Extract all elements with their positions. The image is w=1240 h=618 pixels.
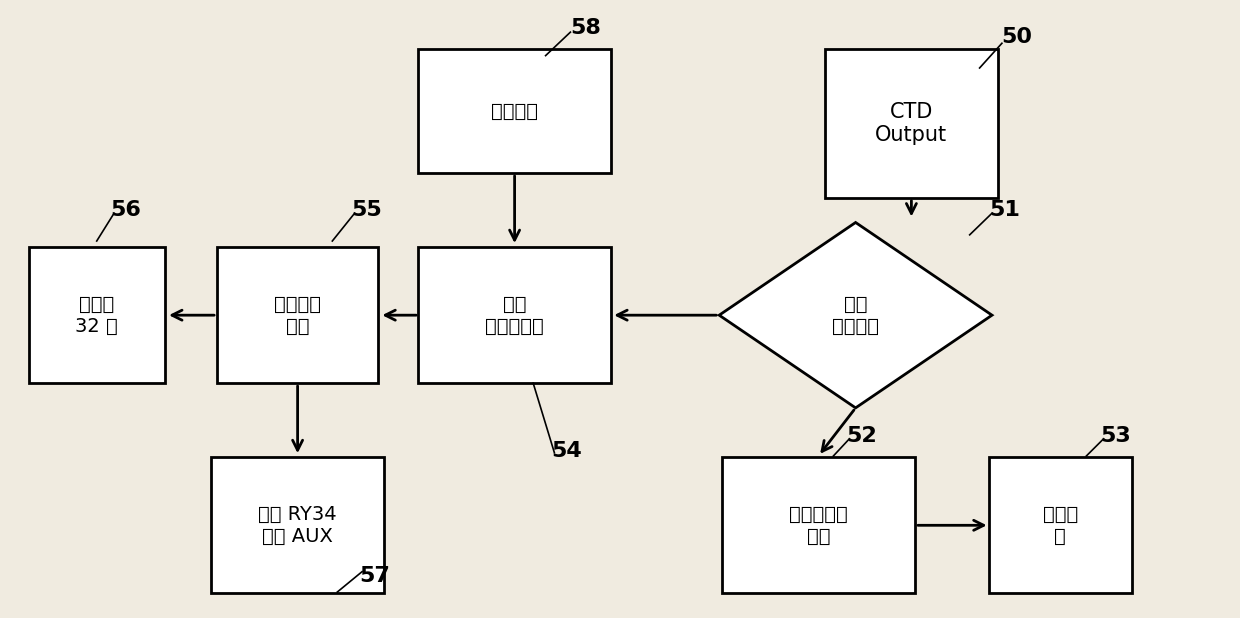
Text: 可变电阱: 可变电阱 [491, 102, 538, 121]
Polygon shape [719, 222, 992, 408]
Text: CTD
Output: CTD Output [875, 102, 947, 145]
Text: 低于
设定电压值: 低于 设定电压值 [485, 295, 544, 336]
Text: 50: 50 [1002, 27, 1032, 47]
Text: 56: 56 [110, 200, 140, 220]
Text: 51: 51 [990, 200, 1019, 220]
FancyBboxPatch shape [418, 49, 610, 173]
Text: 高于设定电
压值: 高于设定电 压值 [789, 505, 848, 546]
FancyBboxPatch shape [217, 247, 378, 383]
FancyBboxPatch shape [722, 457, 915, 593]
FancyBboxPatch shape [29, 247, 165, 383]
Text: 警示灯
32 亮: 警示灯 32 亮 [76, 295, 118, 336]
Text: 正常灯
亮: 正常灯 亮 [1043, 505, 1078, 546]
FancyBboxPatch shape [211, 457, 384, 593]
Text: 推动 RY34
动作 AUX: 推动 RY34 动作 AUX [258, 505, 337, 546]
Text: 57: 57 [360, 566, 389, 586]
FancyBboxPatch shape [825, 49, 998, 198]
Text: 58: 58 [570, 18, 600, 38]
Text: 52: 52 [847, 426, 877, 446]
Text: 55: 55 [352, 200, 382, 220]
FancyBboxPatch shape [418, 247, 610, 383]
FancyBboxPatch shape [990, 457, 1131, 593]
Text: 54: 54 [552, 441, 582, 461]
Text: 电压过低
灯亮: 电压过低 灯亮 [274, 295, 321, 336]
Text: 53: 53 [1101, 426, 1131, 446]
Text: 内部
比较电路: 内部 比较电路 [832, 295, 879, 336]
